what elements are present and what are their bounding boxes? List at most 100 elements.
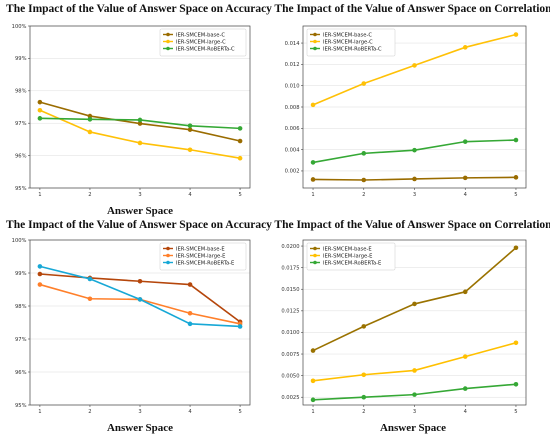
x-tick-label: 3 [413,409,416,415]
legend: IER-SMCEM-base-EIER-SMCEM-large-EIER-SMC… [159,242,247,271]
data-point [237,155,243,161]
x-tick-label: 4 [464,409,468,415]
legend-label: IER-SMCEM-RoBERTa-E [176,260,234,266]
data-point [187,123,193,129]
data-point [361,324,367,329]
data-point [412,392,417,397]
legend-marker [313,246,317,251]
data-point [137,297,143,302]
x-tick-label: 5 [238,409,241,415]
y-tick-label: 100% [12,24,27,30]
data-point [87,113,93,119]
legend: IER-SMCEM-base-CIER-SMCEM-large-CIER-SMC… [306,28,396,57]
data-point [412,147,417,153]
data-point [513,137,519,143]
chart-title: The Impact of the Value of Answer Space … [6,219,272,231]
y-tick-label: 96% [15,370,27,376]
y-tick-label: 100% [12,238,27,244]
x-tick-label: 4 [188,192,192,198]
chart-panel-2: The Impact of the Value of Answer Space … [274,3,550,198]
legend-box [306,28,396,57]
data-point [87,276,93,282]
data-point [513,340,519,346]
data-point [37,282,43,287]
data-point [462,289,468,295]
data-point [361,151,367,156]
data-point [310,397,316,403]
chart-panel-4: The Impact of the Value of Answer Space … [274,219,550,434]
y-tick-label: 0.0100 [281,330,299,336]
x-tick-label: 5 [514,409,517,415]
data-point [310,160,316,165]
data-point [310,378,316,384]
x-tick-label: 1 [38,192,41,198]
data-point [462,175,468,181]
legend-label: IER-SMCEM-large-C [176,39,226,45]
data-point [187,282,193,287]
legend-label: IER-SMCEM-large-C [323,39,373,45]
y-tick-label: 0.008 [285,105,300,111]
legend-marker [313,260,317,265]
x-tick-label: 5 [514,192,517,198]
x-tick-label: 2 [362,409,365,415]
y-tick-label: 0.0050 [281,373,299,379]
data-point [187,310,193,316]
data-point [361,177,367,183]
x-axis-label: Answer Space [380,422,446,434]
y-tick-label: 0.0175 [281,265,299,271]
data-point [137,140,143,146]
legend-label: IER-SMCEM-RoBERTa-C [323,46,382,52]
y-tick-label: 97% [15,337,27,343]
y-tick-label: 0.014 [285,41,301,47]
y-tick-label: 98% [15,89,27,95]
series-line-2 [39,283,241,325]
data-point [462,386,468,391]
legend-marker [166,46,170,51]
x-tick-label: 3 [413,192,416,198]
x-tick-label: 3 [138,409,141,415]
legend-marker [313,253,317,258]
data-point [462,139,468,144]
plot-area [29,239,251,406]
chart-title: The Impact of the Value of Answer Space … [274,219,550,231]
data-point [237,138,243,144]
data-point [310,348,316,353]
data-point [137,278,143,284]
series-line-3 [312,383,517,401]
data-point [513,245,519,251]
y-tick-label: 0.012 [285,62,300,68]
y-tick-label: 0.004 [285,147,301,153]
x-tick-label: 4 [188,409,192,415]
legend-label: IER-SMCEM-base-C [323,32,372,38]
legend-marker [166,32,170,37]
chart-panel-1: The Impact of the Value of Answer Space … [6,3,272,217]
y-tick-label: 0.0025 [281,395,299,401]
legend-marker [166,253,170,258]
legend-marker [166,246,170,251]
data-point [412,63,417,68]
legend-marker [313,39,317,44]
data-point [462,354,468,359]
y-tick-label: 0.002 [285,169,300,175]
x-tick-label: 5 [238,192,241,198]
legend-label: IER-SMCEM-base-C [176,32,225,38]
y-tick-label: 0.0075 [281,352,299,358]
data-point [412,301,417,307]
data-point [87,129,93,135]
x-tick-label: 2 [362,192,365,198]
legend: IER-SMCEM-base-CIER-SMCEM-large-CIER-SMC… [159,28,247,57]
x-tick-label: 3 [138,192,141,198]
x-tick-label: 4 [464,192,468,198]
legend-label: IER-SMCEM-RoBERTa-E [323,260,381,266]
data-point [513,175,519,180]
series-line-2 [312,342,517,382]
legend-label: IER-SMCEM-large-E [176,253,225,259]
data-point [87,117,93,122]
data-point [187,321,193,327]
data-point [37,271,43,277]
y-tick-label: 99% [15,271,27,277]
plot-area [29,25,251,189]
y-tick-label: 0.010 [285,83,300,89]
legend-label: IER-SMCEM-base-E [176,246,225,252]
y-tick-label: 97% [15,121,27,127]
